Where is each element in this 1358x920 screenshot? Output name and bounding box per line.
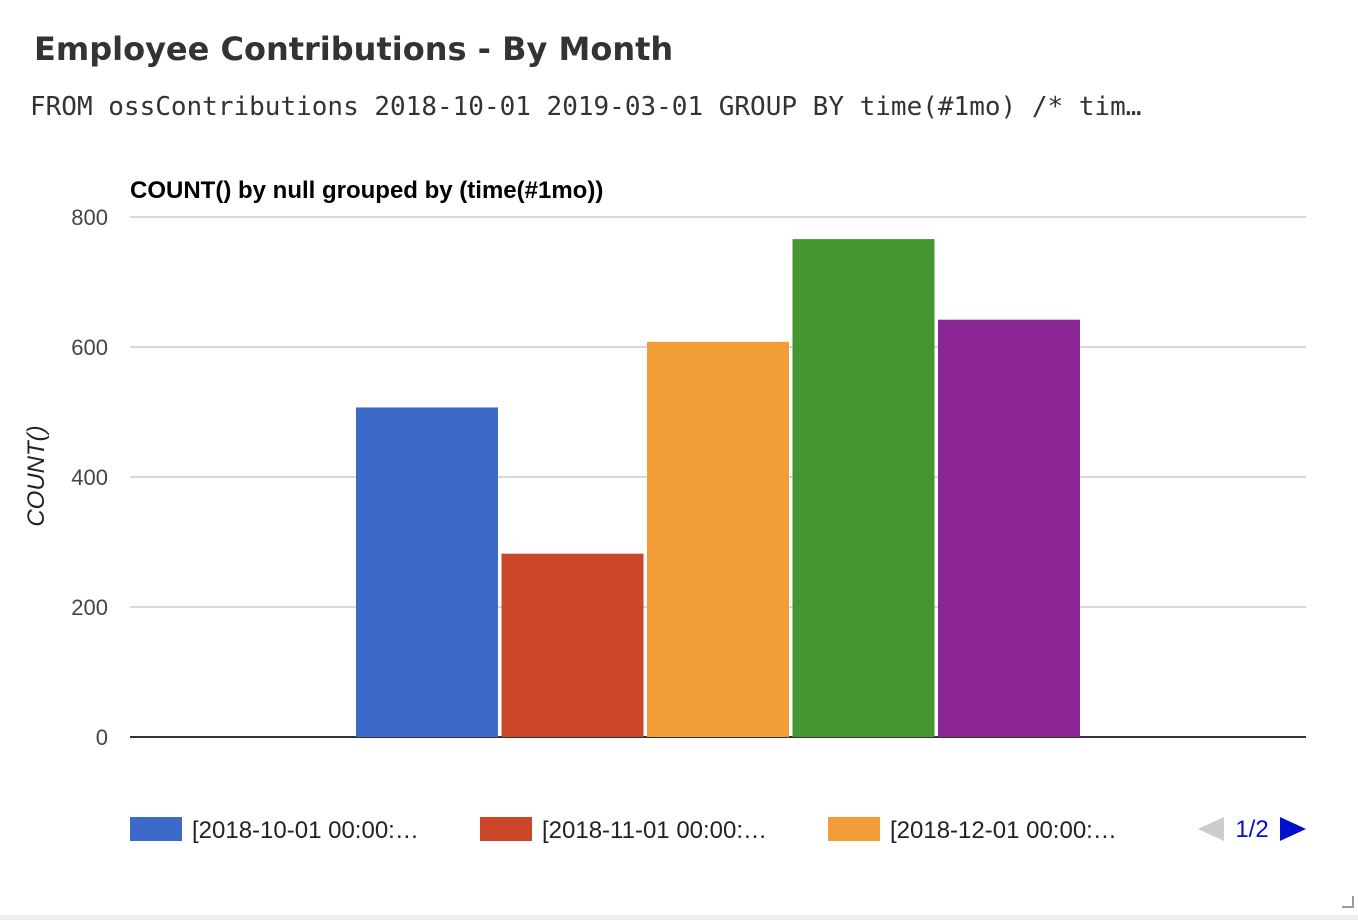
chart-bars xyxy=(356,239,1080,737)
resize-handle-icon[interactable] xyxy=(1342,896,1354,908)
legend-item[interactable]: [2018-11-01 00:00:… xyxy=(480,817,767,844)
y-tick-label: 0 xyxy=(96,725,108,750)
legend-page-indicator: 1/2 xyxy=(1235,816,1268,843)
bar-3[interactable] xyxy=(647,341,789,737)
legend-label: [2018-12-01 00:00:… xyxy=(890,817,1117,844)
bar-1[interactable] xyxy=(356,407,498,737)
widget-bottom-border xyxy=(0,915,1358,920)
y-tick-label: 600 xyxy=(71,335,108,360)
chart-legend: [2018-10-01 00:00:… [2018-11-01 00:00:… [2… xyxy=(130,817,1117,844)
legend-item[interactable]: [2018-10-01 00:00:… xyxy=(130,817,419,844)
bar-4[interactable] xyxy=(792,239,935,737)
bar-5[interactable] xyxy=(938,319,1080,737)
legend-swatch xyxy=(828,817,880,841)
legend-swatch xyxy=(130,817,182,841)
bar-2[interactable] xyxy=(501,553,644,737)
y-tick-label: 400 xyxy=(71,465,108,490)
legend-prev-icon[interactable] xyxy=(1198,817,1224,841)
y-axis-label: COUNT() xyxy=(23,425,50,526)
legend-next-icon[interactable] xyxy=(1280,817,1306,841)
legend-pager: 1/2 xyxy=(1198,816,1306,843)
legend-swatch xyxy=(480,817,532,841)
widget-title: Employee Contributions - By Month xyxy=(34,30,674,68)
legend-label: [2018-11-01 00:00:… xyxy=(542,817,767,844)
y-tick-label: 200 xyxy=(71,595,108,620)
y-tick-label: 800 xyxy=(71,205,108,230)
legend-label: [2018-10-01 00:00:… xyxy=(192,817,419,844)
legend-item[interactable]: [2018-12-01 00:00:… xyxy=(828,817,1117,844)
chart-title: COUNT() by null grouped by (time(#1mo)) xyxy=(130,177,603,204)
